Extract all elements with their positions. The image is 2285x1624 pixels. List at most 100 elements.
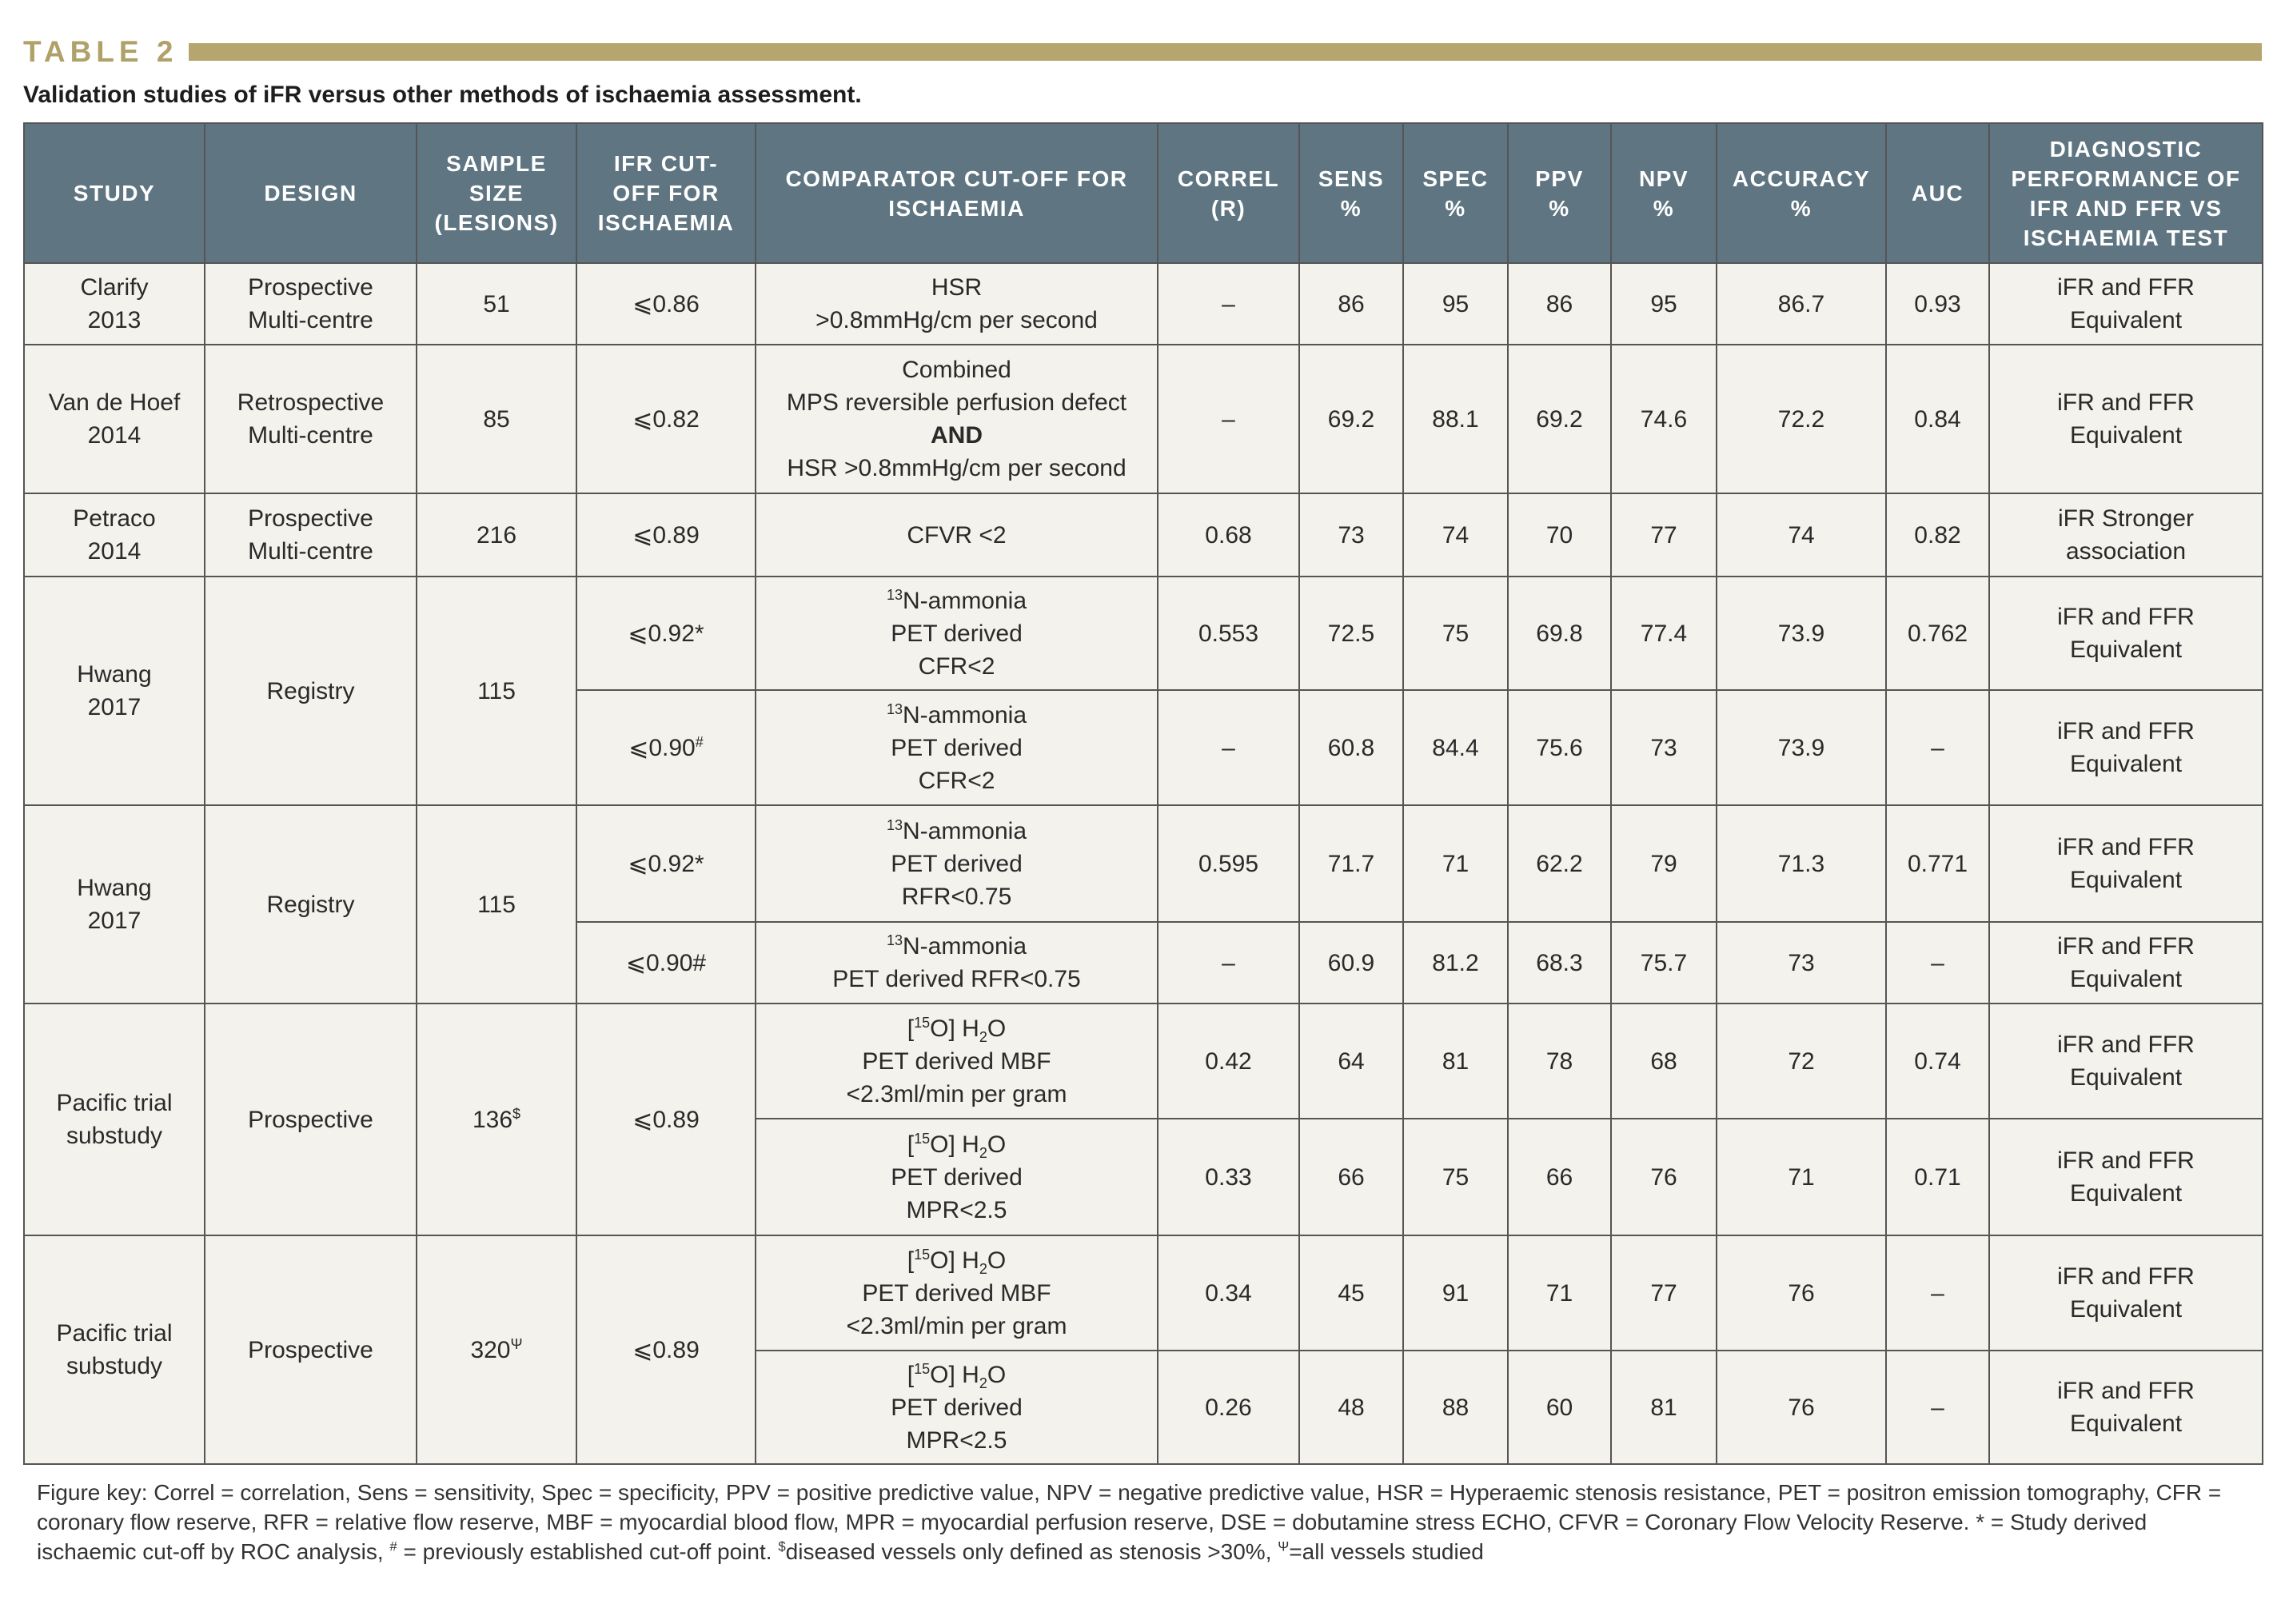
ppv-cell: 68.3 [1507,921,1612,1004]
correl-cell: 0.553 [1157,576,1300,691]
text-run: O [987,1361,1007,1388]
comparator-cell: HSR >0.8mmHg/cm per second [755,262,1158,345]
accuracy-cell: 72.2 [1716,344,1887,494]
cutoff-cell: ⩽0.92* [576,804,756,923]
cell-text: 115 [477,677,516,704]
text-run: N-ammonia [902,933,1027,960]
cell-line: 320Ψ [421,1334,572,1367]
text-run: $ [512,1105,521,1122]
correl-cell: 0.33 [1157,1118,1300,1236]
header-cell: IFR CUT- OFF FOR ISCHAEMIA [576,122,756,264]
cell-line: PPV [1535,166,1584,191]
cell-line: DESIGN [264,181,357,205]
text-run: O] H [930,1015,979,1042]
cell-text: 62.2 [1536,850,1583,877]
ppv-cell: 86 [1507,262,1612,345]
correl-cell: 0.595 [1157,804,1300,923]
cell-line: Hwang [77,661,152,688]
performance-cell: iFR Stronger association [1988,493,2263,577]
cell-line: iFR and FFR [2057,1147,2195,1174]
correl-cell: 0.68 [1157,493,1300,577]
comparator-cell: [15O] H2O PET derived MPR<2.5 [755,1350,1158,1465]
cell-line: Registry [266,677,355,704]
text-run: $ [778,1538,786,1554]
cell-line: iFR and FFR [2057,604,2195,630]
table-body: Clarify 2013 Prospective Multi-centre 51 ⩽0.8… [23,262,2263,1465]
cell-text: 66 [1545,1163,1573,1191]
text-run: 2 [979,1260,987,1277]
sens-cell: 60.9 [1298,921,1404,1004]
cell-line: Pacific trial [56,1090,173,1116]
table-row: Clarify 2013 Prospective Multi-centre 51 ⩽0.8… [23,262,2263,345]
text-run: 15 [914,1246,931,1263]
cell-line: HSR [931,274,983,301]
design-cell: Prospective Multi-centre [204,493,417,577]
comparator-cell: Combined MPS reversible perfusion defect A… [755,344,1158,494]
cell-text: 74 [1788,521,1815,549]
cell-text: 81.2 [1432,949,1479,976]
correl-cell: – [1157,921,1300,1004]
header-cell: STUDY [23,122,205,264]
text-run: O [987,1247,1007,1274]
cell-line: 13N-ammonia [760,930,1154,963]
cell-line: MPS reversible perfusion defect [786,389,1127,416]
text-run: O [987,1131,1007,1158]
ppv-cell: 75.6 [1507,689,1612,806]
cell-text: ⩽0.89 [632,1336,700,1363]
cell-text: 76 [1650,1163,1677,1191]
cell-line: CFR<2 [918,767,995,794]
cell-text: 71 [1545,1279,1573,1307]
cell-text: – [1931,1279,1944,1307]
text-run: [ [907,1131,915,1158]
cell-line: ISCHAEMIA [888,195,1025,221]
cell-text: – [1931,734,1944,761]
cell-line: iFR and FFR [2057,834,2195,860]
text-run: Ψ [510,1335,523,1352]
cell-text: 72.2 [1777,405,1825,433]
npv-cell: 79 [1610,804,1717,923]
cell-line: DIAGNOSTIC [2049,136,2203,162]
cell-line: iFR and FFR [2057,389,2195,416]
npv-cell: 95 [1610,262,1717,345]
cell-line: AND [760,419,1154,452]
cell-text: – [1222,290,1235,317]
ppv-cell: 60 [1507,1350,1612,1465]
header-cell: ACCURACY% [1716,122,1887,264]
cell-line: STUDY [73,181,156,205]
table-row: Pacific trial substudy Prospective 136$ ⩽0.8… [23,1003,2263,1236]
sample-size-cell: 136$ [416,1003,577,1236]
comparator-cell: [15O] H2O PET derived MBF <2.3ml/min per g… [755,1003,1158,1119]
cell-text: – [1222,949,1235,976]
auc-cell: – [1885,1235,1990,1351]
cell-line: % [1549,195,1570,221]
text-run: 15 [914,1360,931,1377]
cell-line: [15O] H2O [760,1012,1154,1045]
performance-cell: iFR and FFR Equivalent [1988,804,2263,923]
sens-cell: 48 [1298,1350,1404,1465]
text-run: 13 [886,816,903,833]
cell-line: iFR and FFR [2057,274,2195,301]
study-cell: Pacific trial substudy [23,1235,205,1465]
table-label: TABLE 2 [23,35,178,68]
ppv-cell: 62.2 [1507,804,1612,923]
cell-line: 2013 [87,307,142,333]
spec-cell: 84.4 [1402,689,1509,806]
cell-line: Equivalent [2069,422,2183,449]
cell-line: RFR<0.75 [901,883,1012,910]
correl-cell: 0.42 [1157,1003,1300,1119]
cell-line: SENS [1318,166,1385,191]
table-row: Petraco 2014 Prospective Multi-centre 216 ⩽0.… [23,493,2263,577]
header-cell: DIAGNOSTIC PERFORMANCE OF IFR AND FFR VS IS… [1988,122,2263,264]
sens-cell: 64 [1298,1003,1404,1119]
performance-cell: iFR and FFR Equivalent [1988,921,2263,1004]
ppv-cell: 70 [1507,493,1612,577]
study-cell: Petraco 2014 [23,493,205,577]
cell-text: 216 [476,521,517,549]
cell-line: HSR >0.8mmHg/cm per second [787,455,1127,481]
table-row: ⩽0.90# 13N-ammonia PET derived RFR<0.75 – 60… [24,921,2263,1004]
cell-line: iFR and FFR [2057,718,2195,744]
performance-cell: iFR and FFR Equivalent [1988,262,2263,345]
cell-line: Hwang [77,875,152,901]
cell-line: association [2065,538,2187,565]
cell-text: 69.2 [1327,405,1375,433]
